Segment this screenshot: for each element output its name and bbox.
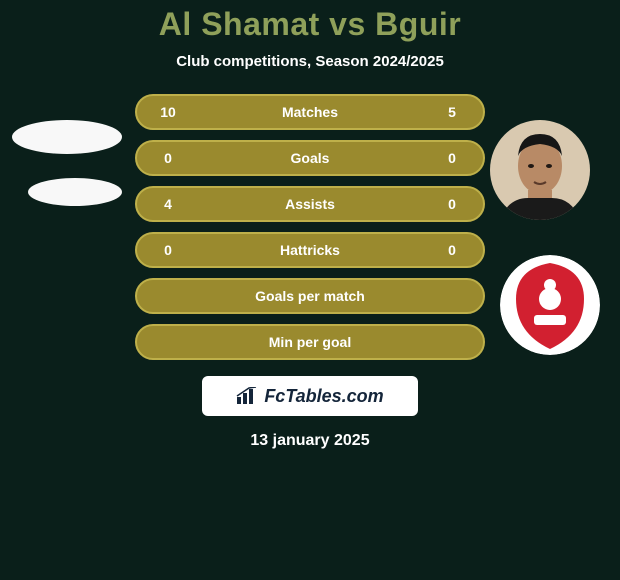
date-text: 13 january 2025 — [250, 432, 369, 450]
stat-label: Goals per match — [183, 288, 437, 304]
stat-right-value: 0 — [437, 196, 467, 212]
stat-row: Min per goal — [135, 324, 485, 360]
player-avatar-svg — [490, 120, 590, 220]
left-blob-1 — [12, 120, 122, 154]
stat-right-value: 0 — [437, 242, 467, 258]
stat-label: Goals — [183, 150, 437, 166]
stat-row: 4Assists0 — [135, 186, 485, 222]
stat-row: 10Matches5 — [135, 94, 485, 130]
source-badge-text: FcTables.com — [264, 386, 383, 407]
stat-left-value: 4 — [153, 196, 183, 212]
stat-label: Min per goal — [183, 334, 437, 350]
page-title: Al Shamat vs Bguir — [159, 6, 461, 43]
club-badge — [500, 255, 600, 355]
subtitle: Club competitions, Season 2024/2025 — [176, 53, 444, 70]
stat-row: 0Hattricks0 — [135, 232, 485, 268]
stat-left-value: 0 — [153, 242, 183, 258]
stat-label: Hattricks — [183, 242, 437, 258]
stat-row: 0Goals0 — [135, 140, 485, 176]
stat-row: Goals per match — [135, 278, 485, 314]
player-avatar — [490, 120, 590, 220]
stat-right-value: 5 — [437, 104, 467, 120]
chart-icon — [236, 387, 258, 405]
stat-label: Matches — [183, 104, 437, 120]
stat-right-value: 0 — [437, 150, 467, 166]
stat-left-value: 0 — [153, 150, 183, 166]
club-badge-svg — [500, 255, 600, 355]
stat-label: Assists — [183, 196, 437, 212]
stat-left-value: 10 — [153, 104, 183, 120]
left-blob-2 — [28, 178, 122, 206]
stats-area: 10Matches50Goals04Assists00Hattricks0Goa… — [135, 94, 485, 360]
source-badge: FcTables.com — [202, 376, 418, 416]
